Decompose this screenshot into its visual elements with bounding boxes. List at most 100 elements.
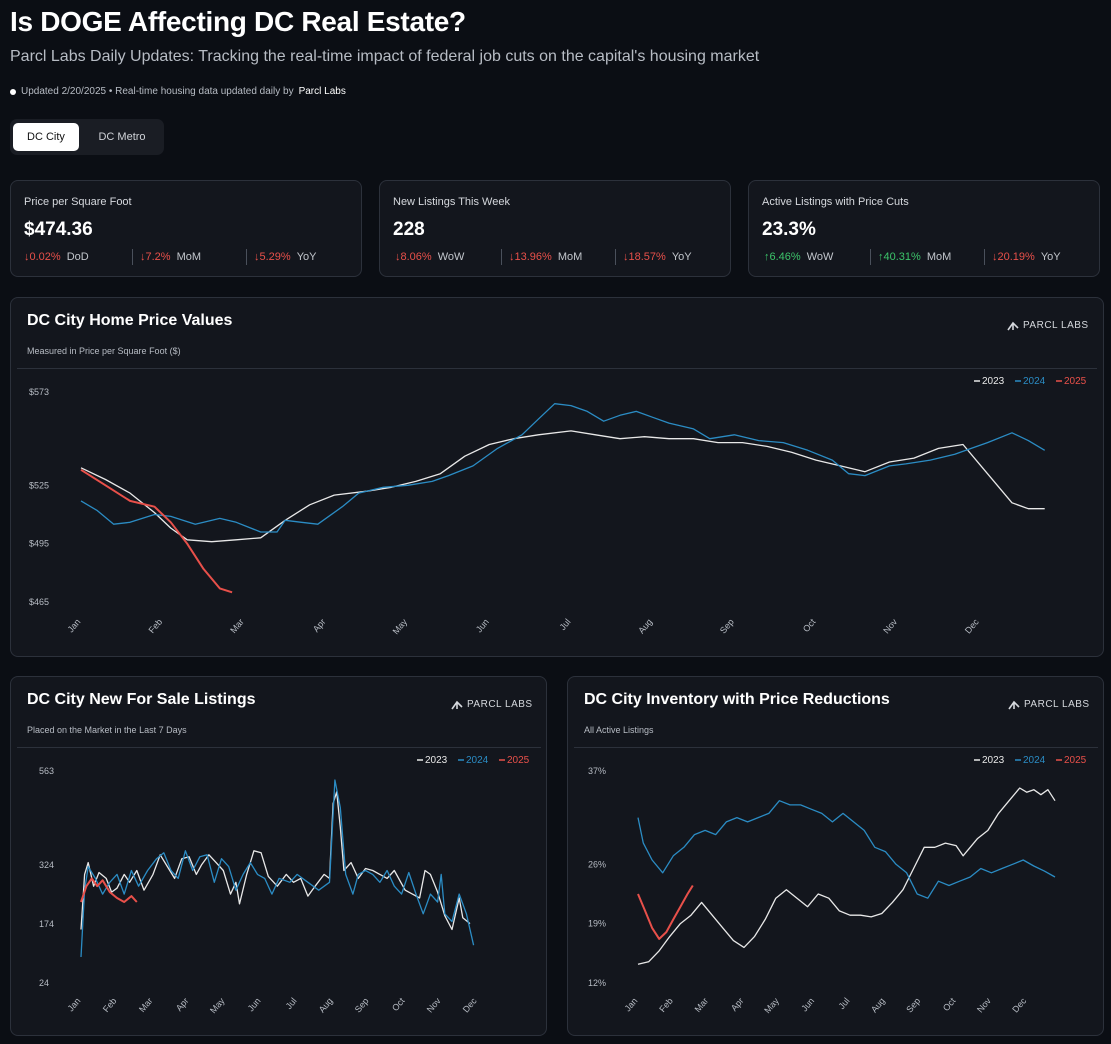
chart-listings: 2023 2024 2025 563 324 174 24 Jan Feb Mar Apr May Ju… [39, 755, 530, 1015]
arrow-up-icon: ↑ [764, 251, 770, 263]
x-tick-label: Jun [246, 996, 263, 1014]
x-tick-label: Jan [66, 996, 83, 1014]
stat-changes: ↓0.02% DoD ↓7.2% MoM ↓5.29% YoY [24, 249, 354, 267]
series-line-2024[interactable] [80, 403, 1046, 533]
divider [574, 747, 1098, 748]
divider [246, 249, 247, 265]
legend-item-2023[interactable]: 2023 [974, 755, 1005, 766]
x-tick-label: Aug [636, 617, 654, 636]
region-tabs: DC City DC Metro [10, 119, 164, 155]
panel-price-reductions: DC City Inventory with Price Reductions … [567, 676, 1104, 1036]
change-wow: ↑6.46% WoW [764, 249, 833, 265]
change-pct: ↓18.57% [623, 251, 666, 263]
x-tick-label: Dec [461, 995, 479, 1014]
series-line-2024[interactable] [80, 779, 475, 958]
change-pct: ↓8.06% [395, 251, 432, 263]
x-tick-label: Nov [425, 995, 443, 1014]
x-tick-label: Jan [66, 617, 83, 635]
change-yoy: ↓5.29% YoY [254, 249, 317, 265]
x-tick-label: Jul [837, 996, 852, 1011]
x-tick-label: Aug [317, 996, 335, 1015]
brand-link[interactable]: Parcl Labs [298, 86, 346, 97]
legend-item-2025[interactable]: 2025 [499, 755, 530, 766]
arrow-down-icon: ↓ [254, 251, 260, 263]
series-line-2025[interactable] [80, 877, 138, 903]
series-line-2024[interactable] [637, 800, 1056, 899]
stat-value: $474.36 [24, 219, 93, 240]
legend-label: 2024 [466, 755, 489, 766]
panel-home-price-values: DC City Home Price Values Measured in Pr… [10, 297, 1104, 657]
legend-item-2023[interactable]: 2023 [974, 376, 1005, 387]
arrow-down-icon: ↓ [395, 251, 401, 263]
arrow-down-icon: ↓ [24, 251, 30, 263]
stat-label: Price per Square Foot [24, 196, 132, 208]
series-line-2023[interactable] [80, 430, 1045, 543]
arrow-down-icon: ↓ [623, 251, 629, 263]
stat-label: New Listings This Week [393, 196, 510, 208]
change-pct: ↓5.29% [254, 251, 291, 263]
x-tick-label: Dec [963, 616, 981, 635]
divider [17, 747, 541, 748]
change-period: YoY [1040, 251, 1061, 263]
series-line-2025[interactable] [80, 468, 233, 594]
stat-card-new-listings: New Listings This Week 228 ↓8.06% WoW ↓13… [379, 180, 731, 277]
change-period: MoM [557, 251, 583, 263]
y-tick-label: $573 [29, 387, 49, 397]
change-wow: ↓8.06% WoW [395, 249, 464, 265]
y-tick-label: 19% [588, 919, 606, 929]
x-tick-label: Mar [137, 996, 155, 1014]
change-pct: ↓13.96% [509, 251, 552, 263]
x-tick-label: Feb [101, 996, 119, 1014]
y-tick-label: 12% [588, 978, 606, 988]
legend-item-2024[interactable]: 2024 [1015, 376, 1046, 387]
x-tick-label: Apr [174, 996, 191, 1013]
stat-card-price-per-sqft: Price per Square Foot $474.36 ↓0.02% DoD … [10, 180, 362, 277]
divider [984, 249, 985, 265]
stat-card-price-cuts: Active Listings with Price Cuts 23.3% ↑6… [748, 180, 1100, 277]
tab-dc-metro[interactable]: DC Metro [98, 131, 146, 143]
series-line-2023[interactable] [80, 791, 471, 931]
stat-changes: ↑6.46% WoW ↑40.31% MoM ↓20.19% YoY [762, 249, 1092, 267]
logo-text: PARCL LABS [1023, 320, 1089, 331]
arrow-up-icon: ↑ [878, 251, 884, 263]
legend-item-2024[interactable]: 2024 [458, 755, 489, 766]
series-line-2023[interactable] [637, 787, 1056, 965]
x-tick-label: Apr [311, 617, 328, 634]
legend-item-2025[interactable]: 2025 [1056, 376, 1087, 387]
panel-new-listings: DC City New For Sale Listings Placed on … [10, 676, 547, 1036]
arrow-down-icon: ↓ [992, 251, 998, 263]
y-tick-label: 174 [39, 919, 54, 929]
x-tick-label: May [391, 616, 410, 636]
arrow-down-icon: ↓ [140, 251, 146, 263]
legend-label: 2025 [1064, 376, 1087, 387]
parcl-logo-icon [1007, 321, 1019, 330]
legend-item-2025[interactable]: 2025 [1056, 755, 1087, 766]
legend-item-2024[interactable]: 2024 [1015, 755, 1046, 766]
x-tick-label: Sep [353, 996, 371, 1015]
x-tick-label: Nov [881, 616, 899, 635]
legend-label: 2025 [507, 755, 530, 766]
x-tick-label: Feb [657, 996, 675, 1014]
x-tick-label: Mar [693, 996, 711, 1014]
legend-label: 2023 [425, 755, 448, 766]
logo-text: PARCL LABS [1024, 699, 1090, 710]
tab-dc-city[interactable]: DC City [13, 123, 79, 151]
divider [870, 249, 871, 265]
chart-subtitle: Placed on the Market in the Last 7 Days [27, 725, 187, 735]
page-subtitle: Parcl Labs Daily Updates: Tracking the r… [10, 48, 760, 65]
parcl-labs-logo: PARCL LABS [451, 699, 533, 710]
legend-label: 2025 [1064, 755, 1087, 766]
x-tick-label: Oct [801, 616, 818, 634]
stat-value: 228 [393, 219, 425, 240]
divider [615, 249, 616, 265]
series-line-2025[interactable] [637, 884, 694, 940]
chart-title: DC City Inventory with Price Reductions [584, 691, 890, 708]
x-tick-label: Jul [557, 617, 572, 632]
stat-value: 23.3% [762, 219, 816, 240]
stat-label: Active Listings with Price Cuts [762, 196, 909, 208]
legend-item-2023[interactable]: 2023 [417, 755, 448, 766]
parcl-logo-icon [451, 700, 463, 709]
change-period: WoW [806, 251, 834, 263]
legend-label: 2024 [1023, 755, 1046, 766]
x-tick-label: Feb [147, 617, 165, 635]
